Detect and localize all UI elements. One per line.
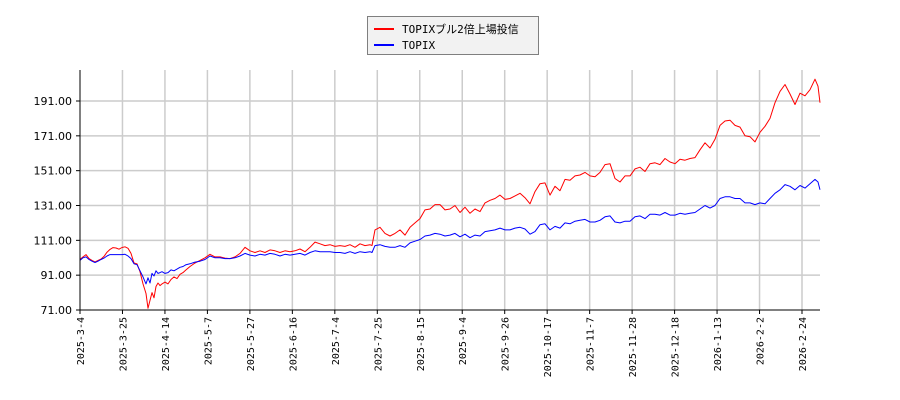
legend-label: TOPIX	[402, 38, 436, 52]
x-tick-label: 2025-10-17	[543, 317, 554, 377]
legend-item-topix: TOPIX	[374, 38, 435, 52]
x-tick-label: 2025-3-25	[118, 317, 129, 371]
legend-swatch-blue	[374, 44, 394, 46]
x-tick-label: 2025-3-4	[76, 317, 87, 365]
legend: TOPIXブル2倍上場投信 TOPIX	[367, 16, 539, 55]
x-tick-label: 2025-5-7	[203, 317, 214, 365]
y-tick-label: 111.00	[34, 234, 73, 247]
x-tick-label: 2025-11-28	[628, 317, 639, 377]
x-axis-ticks: 2025-3-4 2025-3-25 2025-4-14 2025-5-7 2025-5…	[76, 310, 809, 377]
x-tick-label: 2025-9-4	[458, 317, 469, 365]
x-tick-label: 2025-6-16	[288, 317, 299, 371]
series-line-topix	[79, 178, 821, 285]
y-tick-label: 151.00	[34, 165, 73, 178]
y-tick-label: 71.00	[41, 304, 73, 317]
axes	[79, 70, 820, 311]
legend-item-topix-bull: TOPIXブル2倍上場投信	[374, 22, 519, 36]
x-tick-label: 2025-12-18	[671, 317, 682, 377]
x-tick-label: 2025-9-26	[501, 317, 512, 371]
y-tick-label: 131.00	[34, 200, 73, 213]
x-tick-label: 2026-2-24	[798, 317, 809, 371]
series-line-topix-bull	[79, 78, 821, 309]
y-tick-label: 171.00	[34, 130, 73, 143]
x-tick-label: 2025-8-15	[416, 317, 427, 371]
y-tick-label: 191.00	[34, 95, 73, 108]
x-tick-label: 2025-7-25	[373, 317, 384, 371]
grid-lines	[80, 70, 820, 310]
legend-label: TOPIXブル2倍上場投信	[402, 23, 519, 36]
x-tick-label: 2025-7-4	[331, 317, 342, 365]
y-tick-label: 91.00	[41, 269, 73, 282]
legend-swatch-red	[374, 28, 394, 30]
x-tick-label: 2025-5-27	[246, 317, 257, 371]
x-tick-label: 2025-4-14	[161, 317, 172, 371]
y-axis-ticks: 71.00 91.00 111.00 131.00 151.00 171.00 191.00	[34, 95, 80, 317]
x-tick-label: 2026-1-13	[713, 317, 724, 371]
series-lines	[79, 78, 821, 309]
x-tick-label: 2025-11-7	[586, 317, 597, 371]
x-tick-label: 2026-2-2	[756, 317, 767, 365]
